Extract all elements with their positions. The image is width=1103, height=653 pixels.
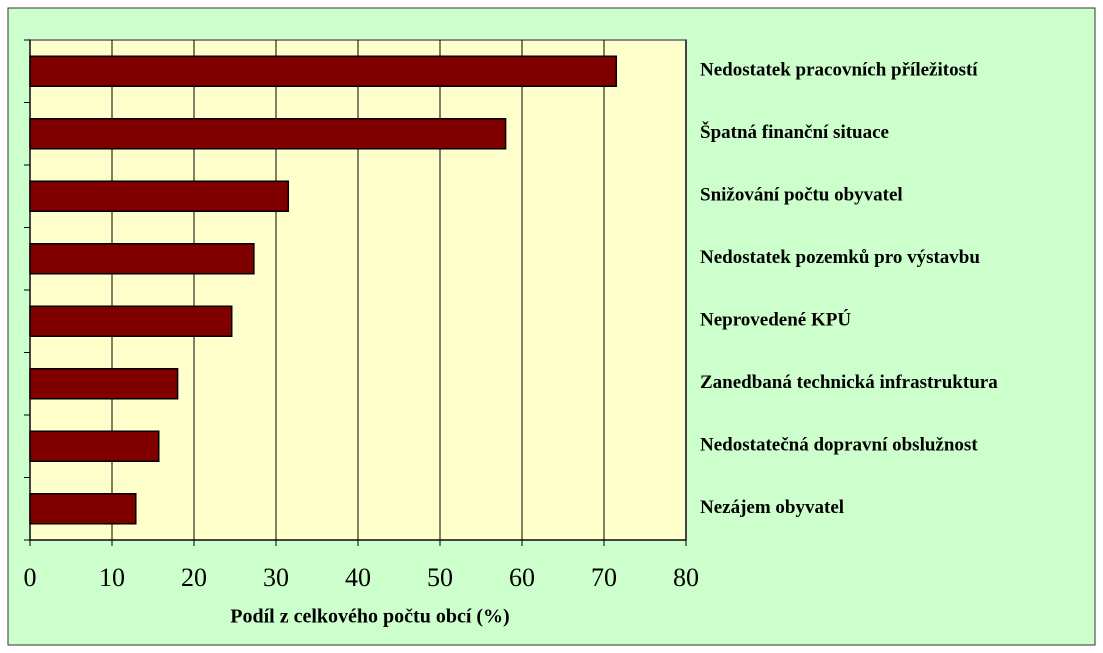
category-label: Nedostatečná dopravní obslužnost — [700, 435, 978, 456]
bar — [29, 55, 618, 87]
bar — [29, 243, 255, 275]
x-tick-label: 10 — [99, 563, 125, 592]
x-tick-label: 50 — [427, 563, 453, 592]
bar — [29, 180, 290, 212]
bar — [29, 430, 160, 462]
x-tick-label: 40 — [345, 563, 371, 592]
category-label: Špatná finanční situace — [700, 121, 889, 143]
x-tick-label: 20 — [181, 563, 207, 592]
category-label: Zanedbaná technická infrastruktura — [700, 372, 998, 393]
x-axis-label: Podíl z celkového počtu obcí (%) — [230, 606, 509, 628]
category-label: Nedostatek pozemků pro výstavbu — [700, 247, 980, 268]
bar — [29, 493, 137, 525]
x-tick-label: 60 — [509, 563, 535, 592]
bar — [29, 305, 233, 337]
x-tick-label: 0 — [24, 563, 37, 592]
category-label: Snižování počtu obyvatel — [700, 185, 903, 206]
x-tick-label: 80 — [673, 563, 699, 592]
category-label: Nedostatek pracovních příležitostí — [700, 60, 978, 81]
category-label: Neprovedené KPÚ — [700, 309, 851, 331]
x-tick-label: 30 — [263, 563, 289, 592]
category-label: Nezájem obyvatel — [700, 497, 844, 518]
bar — [29, 368, 179, 400]
bar — [29, 118, 507, 150]
x-tick-label: 70 — [591, 563, 617, 592]
